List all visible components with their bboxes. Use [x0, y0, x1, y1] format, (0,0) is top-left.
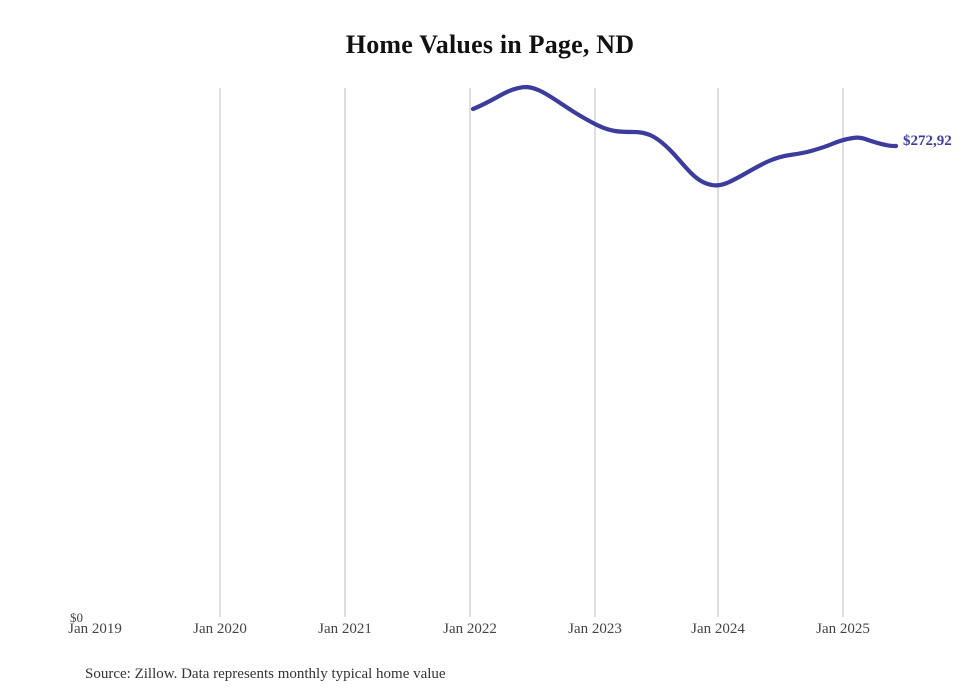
gridlines-group [219, 88, 844, 617]
x-tick-label-jan-2024: Jan 2024 [691, 621, 745, 637]
source-caption: Source: Zillow. Data represents monthly … [85, 666, 446, 682]
chart-title: Home Values in Page, ND [345, 30, 635, 59]
x-tick-label-jan-2020: Jan 2020 [193, 621, 247, 637]
x-tick-label-jan-2022: Jan 2022 [443, 621, 497, 637]
x-tick-label-jan-2025: Jan 2025 [816, 621, 870, 637]
home-value-line [470, 84, 899, 188]
x-tick-label-jan-2023: Jan 2023 [568, 621, 622, 637]
end-value-label: $272,92 [903, 133, 952, 149]
x-tick-label-jan-2021: Jan 2021 [318, 621, 372, 637]
x-tick-label-jan-2019: Jan 2019 [68, 621, 122, 637]
y-tick-label-zero: $0 [70, 610, 83, 625]
